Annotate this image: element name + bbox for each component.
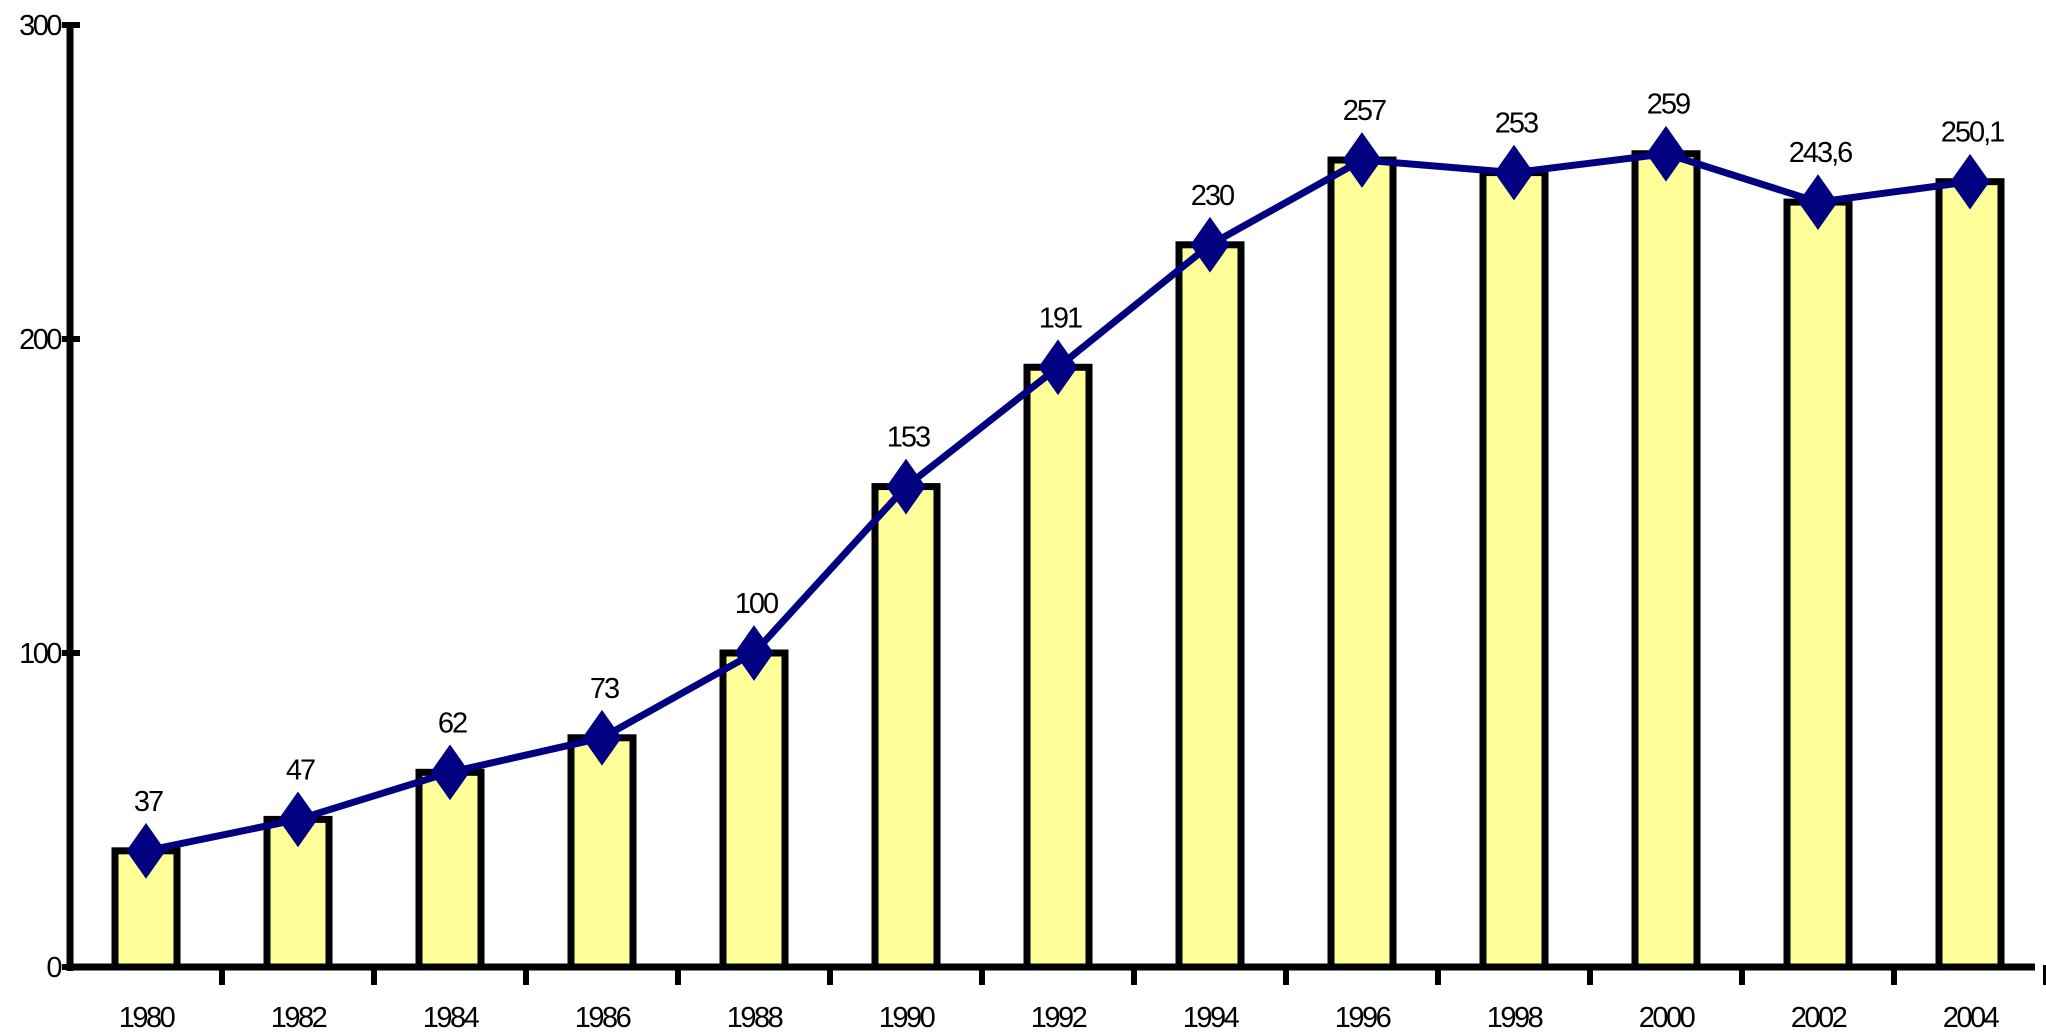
bar-1998 bbox=[1479, 169, 1549, 971]
line-marker-1994 bbox=[1190, 216, 1230, 273]
line-marker-1988 bbox=[734, 625, 774, 681]
labels-layer: 0 100 200 300 1980 1982 1984 1986 1988 1990 1992 19… bbox=[19, 10, 2006, 1032]
data-label: 250,1 bbox=[1941, 117, 2004, 149]
bars-layer bbox=[111, 150, 2005, 971]
x-tick-label: 1992 bbox=[1031, 1002, 1087, 1032]
line-marker-1980 bbox=[126, 822, 166, 879]
data-label: 153 bbox=[887, 422, 930, 454]
bar-1994 bbox=[1175, 241, 1245, 971]
line-marker-2004 bbox=[1950, 153, 1990, 210]
data-label: 191 bbox=[1039, 302, 1082, 334]
data-label: 100 bbox=[735, 588, 778, 620]
x-tick-label: 1984 bbox=[423, 1002, 480, 1032]
x-tick-label: 1988 bbox=[727, 1002, 783, 1032]
y-tick-label: 300 bbox=[19, 10, 61, 42]
y-tick-label: 0 bbox=[46, 952, 61, 984]
x-tick-label: 1994 bbox=[1183, 1002, 1240, 1032]
data-label: 257 bbox=[1343, 95, 1386, 127]
bar-2000 bbox=[1631, 150, 1701, 971]
x-tick-label: 1982 bbox=[271, 1002, 327, 1032]
x-tick-label: 1998 bbox=[1487, 1002, 1543, 1032]
bar-2002 bbox=[1783, 198, 1853, 971]
bar-1988 bbox=[719, 649, 789, 971]
axes-layer bbox=[62, 22, 2046, 985]
line-marker-1996 bbox=[1342, 132, 1382, 188]
data-label: 243,6 bbox=[1789, 137, 1852, 169]
bar-2004 bbox=[1935, 178, 2005, 971]
data-label: 37 bbox=[134, 786, 163, 818]
line-marker-1990 bbox=[886, 458, 926, 515]
line-marker-1998 bbox=[1494, 144, 1534, 201]
y-tick-label: 200 bbox=[19, 324, 61, 356]
line-marker-2000 bbox=[1646, 125, 1686, 182]
data-label: 230 bbox=[1191, 180, 1234, 212]
bar-1990 bbox=[871, 483, 941, 971]
bar-1996 bbox=[1327, 156, 1397, 971]
data-label: 253 bbox=[1495, 108, 1538, 140]
bar-1992 bbox=[1023, 363, 1093, 971]
x-tick-label: 1986 bbox=[575, 1002, 631, 1032]
line-marker-1986 bbox=[582, 709, 622, 766]
line-marker-1984 bbox=[430, 744, 470, 801]
line-marker-1982 bbox=[278, 791, 318, 848]
line-marker-2002 bbox=[1798, 174, 1838, 230]
y-tick-label: 100 bbox=[19, 638, 61, 670]
x-tick-label: 2000 bbox=[1639, 1002, 1695, 1032]
x-tick-label: 1990 bbox=[879, 1002, 935, 1032]
data-label: 47 bbox=[286, 754, 315, 786]
data-label: 73 bbox=[590, 673, 619, 705]
data-label: 259 bbox=[1647, 89, 1690, 121]
x-tick-label: 2002 bbox=[1791, 1002, 1847, 1032]
line-layer bbox=[126, 125, 1990, 879]
x-tick-label: 2004 bbox=[1943, 1002, 2000, 1032]
x-tick-label: 1980 bbox=[119, 1002, 175, 1032]
bar-1984 bbox=[415, 768, 485, 971]
bar-1986 bbox=[567, 734, 637, 971]
x-tick-label: 1996 bbox=[1335, 1002, 1391, 1032]
data-label: 62 bbox=[438, 707, 467, 739]
line-marker-1992 bbox=[1038, 339, 1078, 396]
